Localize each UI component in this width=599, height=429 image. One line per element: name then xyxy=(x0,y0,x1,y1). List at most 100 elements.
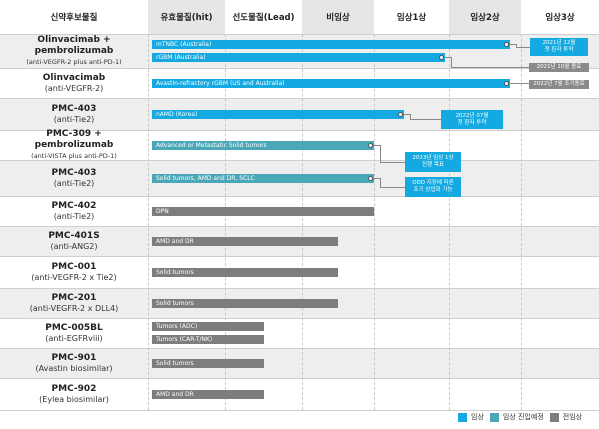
candidate-name: pembrolizumab xyxy=(34,46,114,56)
stage-gridline xyxy=(449,34,450,410)
callout-connector xyxy=(380,186,405,188)
pipeline-bar: Avastin-refractory rGBM (US and Australi… xyxy=(152,78,511,88)
candidate-name: PMC-402 xyxy=(51,200,97,211)
pipeline-bar: Tumors (CAR-T/NK) xyxy=(152,334,264,344)
row-divider xyxy=(0,226,599,227)
row-divider xyxy=(0,256,599,257)
callout-connector xyxy=(451,57,453,68)
candidate-name: PMC-403 xyxy=(51,103,97,114)
bar-end-marker xyxy=(398,111,403,117)
pipeline-bar: Solid tumors xyxy=(152,298,338,308)
bar-end-marker xyxy=(439,54,445,60)
row-background xyxy=(0,348,599,378)
callout-text: 진행 목표 xyxy=(422,162,444,168)
pipeline-bar: AMD and DR xyxy=(152,389,264,399)
callout-connector xyxy=(510,82,529,84)
callout-text: 2023년 임상 1상 xyxy=(412,155,454,161)
legend-swatch xyxy=(489,412,499,422)
candidate-target: (anti-VEGFR-2 x Tie2) xyxy=(31,272,117,282)
candidate-label: PMC-403 (anti-Tie2) xyxy=(0,98,148,130)
callout-text: 2022년 7월 조기종료 xyxy=(533,81,585,87)
row-divider xyxy=(0,98,599,99)
candidate-target: (Avastin biosimilar) xyxy=(35,363,113,373)
stage-gridline xyxy=(374,34,375,410)
row-divider xyxy=(0,348,599,349)
callout-connector xyxy=(516,46,530,48)
pipeline-bar: DPN xyxy=(152,206,374,216)
callout-connector xyxy=(510,43,517,45)
header-candidate: 신약후보물질 xyxy=(50,13,98,23)
callout-note: 2021년 10월 종료 xyxy=(529,63,589,72)
candidate-target: (Eylea biosimilar) xyxy=(39,394,109,404)
row-divider xyxy=(0,410,599,411)
callout-text: 첫 환자 투약 xyxy=(544,47,574,53)
legend: 임상 임상 진입예정 전임상 xyxy=(458,412,582,422)
candidate-target: (anti-VEGFR-2 x DLL4) xyxy=(29,303,119,313)
pipeline-bar: AMD and DR xyxy=(152,236,338,246)
pipeline-bar: Advanced or Metastatic Solid tumors xyxy=(152,140,374,150)
callout-connector xyxy=(374,144,380,146)
stage-header: 선도물질(Lead) xyxy=(232,13,295,23)
stage-header: 임상2상 xyxy=(449,0,521,34)
stage-header: 임상1상 xyxy=(396,13,427,23)
row-divider xyxy=(0,34,599,35)
candidate-name: Olinvacimab xyxy=(42,72,106,83)
candidate-name: PMC-201 xyxy=(51,292,97,303)
legend-label: 임상 진입예정 xyxy=(502,413,544,421)
header-row: 신약후보물질 유효물질(hit) 선도물질(Lead) 비임상 임상1상 임상2상 임상3… xyxy=(0,0,599,34)
pipeline-bar: Tumors (ADC) xyxy=(152,321,264,331)
candidate-target: (anti-VEGFR-2) xyxy=(44,83,104,93)
pipeline-bar: Solid tumors xyxy=(152,358,264,368)
callout-note: 2022년 7월 조기종료 xyxy=(529,80,589,89)
bar-end-marker xyxy=(368,175,373,181)
candidate-label: PMC-403 (anti-Tie2) xyxy=(0,160,148,196)
row-divider xyxy=(0,130,599,131)
candidate-name: PMC-309 + xyxy=(46,129,102,139)
stage-gridline xyxy=(521,34,522,410)
candidate-label: PMC-902 (Eylea biosimilar) xyxy=(0,378,148,410)
callout-text: 2021년 12월 xyxy=(542,40,576,46)
candidate-name: Olinvacimab + xyxy=(37,35,111,45)
pipeline-bar: mTNBC (Australia) xyxy=(152,39,511,49)
callout-text: ODD 지정에 따른 xyxy=(412,180,454,186)
legend-item: 임상 xyxy=(458,412,484,422)
bar-end-marker xyxy=(504,41,510,47)
pipeline-bar: rGBM (Australia) xyxy=(152,52,446,62)
candidate-name: PMC-401S xyxy=(48,230,100,241)
row-divider xyxy=(0,68,599,69)
callout-connector xyxy=(410,114,411,120)
callout-note: 2021년 12월 첫 환자 투약 xyxy=(530,38,588,56)
callout-text: 조기 상업화 가능 xyxy=(413,187,453,193)
callout-connector xyxy=(374,177,380,179)
legend-swatch xyxy=(458,412,467,422)
bar-end-marker xyxy=(368,142,373,148)
candidate-label: PMC-401S (anti-ANG2) xyxy=(0,226,148,256)
row-divider xyxy=(0,160,599,161)
candidate-label: PMC-001 (anti-VEGFR-2 x Tie2) xyxy=(0,256,148,288)
stage-gridline xyxy=(302,34,303,410)
callout-note: 2022년 07월 첫 환자 투약 xyxy=(441,110,503,129)
pipeline-bar: Solid tumors xyxy=(152,267,338,277)
candidate-name: PMC-403 xyxy=(51,167,97,178)
callout-connector xyxy=(410,119,441,120)
candidate-target: (anti-Tie2) xyxy=(53,211,95,221)
candidate-target: (anti-Tie2) xyxy=(53,178,95,188)
candidate-label: PMC-402 (anti-Tie2) xyxy=(0,196,148,226)
stage-gridline xyxy=(225,34,226,410)
stage-header: 비임상 xyxy=(302,0,374,34)
callout-connector xyxy=(445,56,452,58)
callout-connector xyxy=(380,178,381,187)
callout-text: 2022년 07월 xyxy=(455,112,489,119)
candidate-label: PMC-005BL (anti-EGFRviii) xyxy=(0,318,148,348)
callout-connector xyxy=(404,113,410,115)
candidate-name: PMC-005BL xyxy=(45,322,103,333)
candidate-label: Olinvacimab (anti-VEGFR-2) xyxy=(0,68,148,98)
row-divider xyxy=(0,378,599,379)
row-divider xyxy=(0,288,599,289)
legend-item: 전임상 xyxy=(549,412,582,422)
candidate-target: (anti-EGFRviii) xyxy=(45,333,103,343)
candidate-label: PMC-201 (anti-VEGFR-2 x DLL4) xyxy=(0,288,148,318)
candidate-name: pembrolizumab xyxy=(34,140,114,150)
candidate-label: Olinvacimab + pembrolizumab (anti-VEGFR-2 … xyxy=(0,34,148,68)
